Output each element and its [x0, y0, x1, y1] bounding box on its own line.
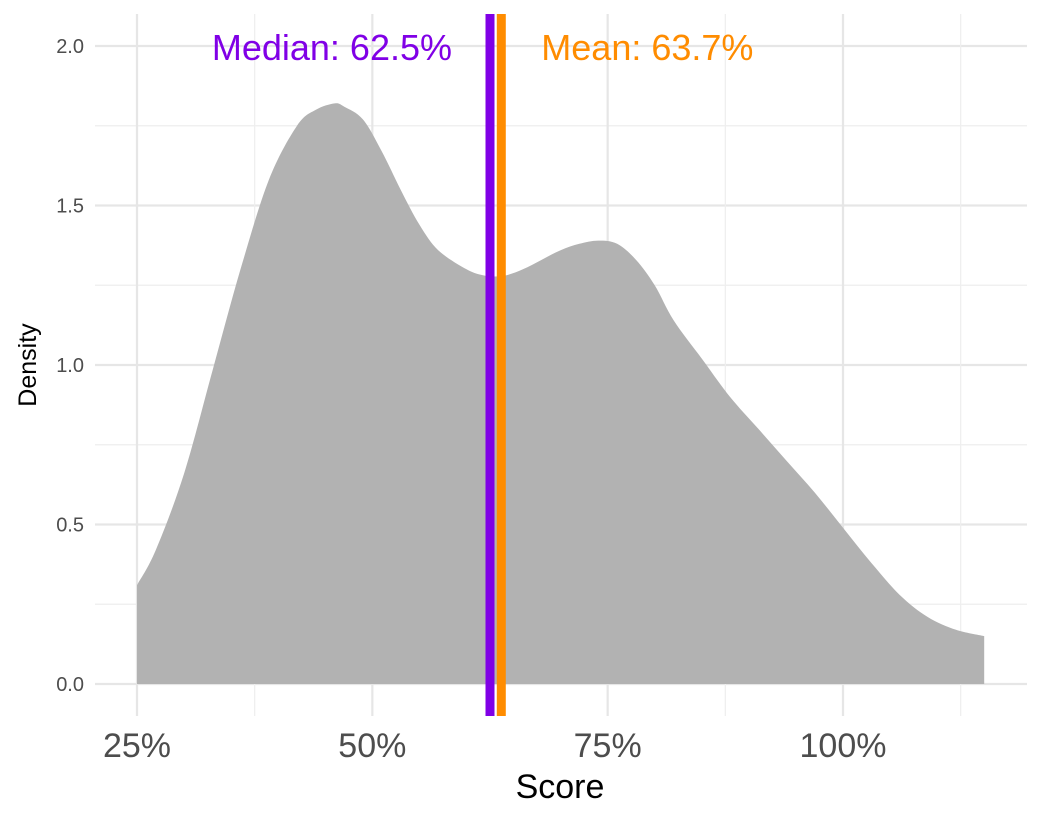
y-tick-label: 0.0: [56, 674, 84, 696]
median-label: Median: 62.5%: [212, 27, 452, 68]
x-tick-label: 75%: [574, 727, 642, 765]
y-tick-label: 2.0: [56, 36, 84, 58]
mean-label: Mean: 63.7%: [541, 27, 753, 68]
x-tick-label: 50%: [338, 727, 406, 765]
y-axis-ticks: 0.0 0.5 1.0 1.5 2.0: [56, 36, 84, 696]
reference-labels: Median: 62.5% Mean: 63.7%: [212, 27, 754, 68]
x-axis-ticks: 25% 50% 75% 100%: [103, 727, 887, 765]
y-axis-title: Density: [14, 323, 42, 407]
x-axis-title: Score: [516, 768, 605, 806]
reference-lines: [485, 14, 506, 716]
x-tick-label: 100%: [800, 727, 887, 765]
density-area: [137, 103, 985, 685]
x-tick-label: 25%: [103, 727, 171, 765]
y-tick-label: 1.0: [56, 355, 84, 377]
y-tick-label: 0.5: [56, 515, 84, 537]
y-tick-label: 1.5: [56, 196, 84, 218]
